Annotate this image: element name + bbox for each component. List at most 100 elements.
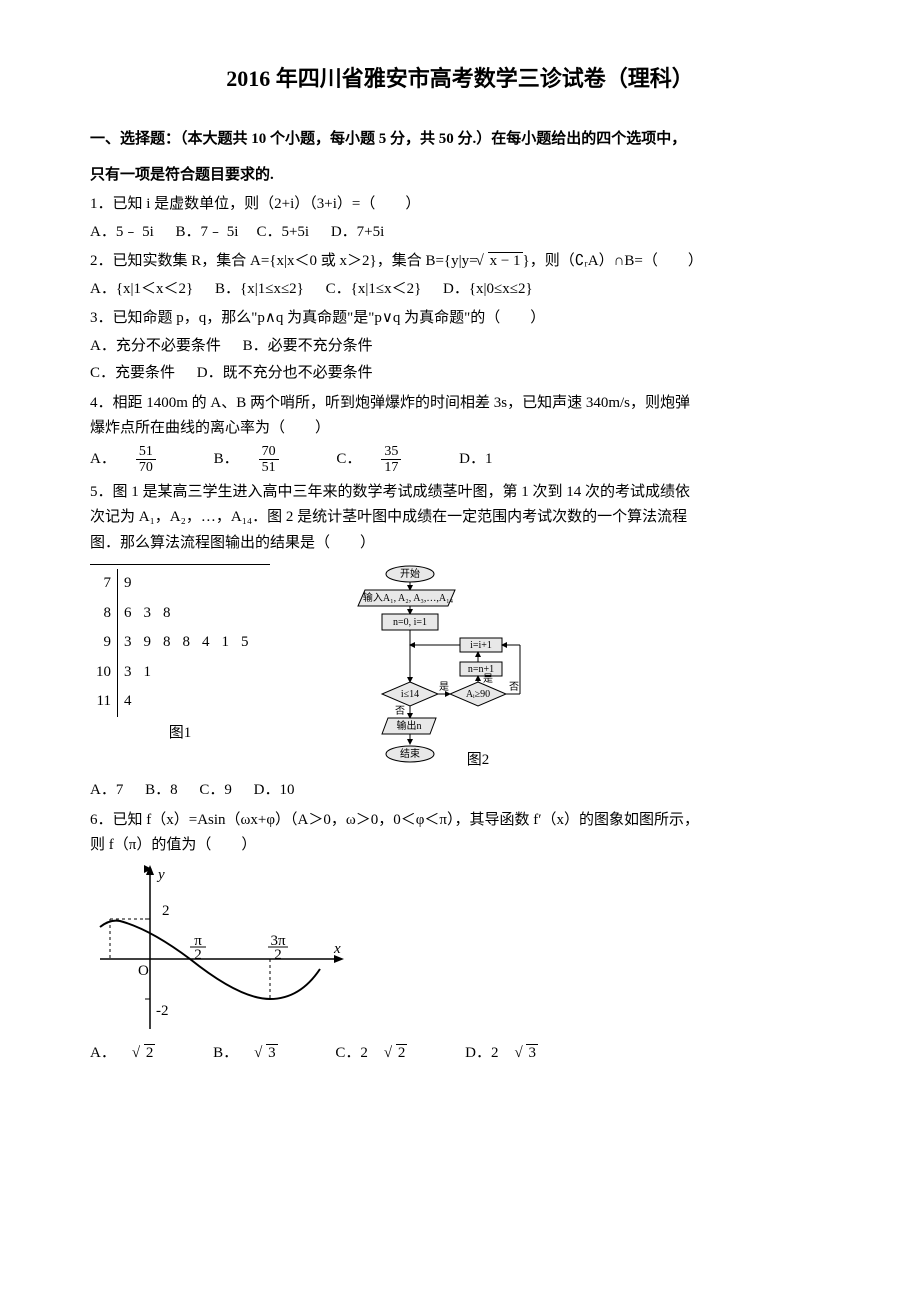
leaf-value: 9: [118, 569, 138, 599]
leaf-value: 8: [157, 599, 177, 629]
sqrt-icon: 3: [516, 1041, 556, 1067]
flow-yes2: 是: [483, 673, 493, 685]
xtick1-den: 2: [194, 947, 202, 963]
question-2-options: A．{x|1＜x＜2} B．{x|1≤x≤2} C．{x|1≤x＜2} D．{x…: [90, 277, 830, 303]
leaf-value: 5: [235, 628, 255, 658]
flow-yes1: 是: [439, 681, 449, 693]
q1-opt-b: B．7﹣ 5i: [176, 224, 239, 240]
question-5-line1: 5．图 1 是某高三学生进入高中三年来的数学考试成绩茎叶图，第 1 次到 14 …: [90, 480, 830, 506]
leaf-value: 4: [196, 628, 216, 658]
q6-a-label: A．: [90, 1045, 116, 1061]
q3-opt-c: C．充要条件: [90, 365, 175, 381]
q4-opt-c: C．3517: [336, 451, 437, 467]
question-6-options: A．2 B．3 C．22 D．23: [90, 1041, 830, 1067]
q4-c-label: C．: [336, 451, 361, 467]
stem-value: 10: [90, 658, 118, 688]
q3-opt-b: B．必要不充分条件: [243, 338, 373, 354]
q2-opt-c: C．{x|1≤x＜2}: [326, 281, 422, 297]
question-3-options-row2: C．充要条件 D．既不充分也不必要条件: [90, 361, 830, 387]
flow-start: 开始: [400, 567, 420, 580]
q6-opt-d: D．23: [465, 1045, 574, 1061]
q4-opt-a: A．5170: [90, 451, 192, 467]
origin-label: O: [138, 963, 149, 979]
flowchart-svg: 开始 输入A₁, A₂, A₃,…,A₁₄ n=0, i=1 i=i+1 n=n…: [310, 564, 540, 774]
svg-text:2: 2: [274, 947, 282, 963]
question-4-line1: 4．相距 1400m 的 A、B 两个哨所，听到炮弹爆炸的时间相差 3s，已知声…: [90, 391, 830, 417]
q4-a-den: 70: [136, 460, 156, 475]
q2-opt-d: D．{x|0≤x≤2}: [443, 281, 533, 297]
leaf-value: 6: [118, 599, 138, 629]
flowchart: 开始 输入A₁, A₂, A₃,…,A₁₄ n=0, i=1 i=i+1 n=n…: [310, 564, 540, 774]
flow-output: 输出n: [397, 719, 422, 732]
q5-opt-b: B．8: [145, 782, 178, 798]
q4-a-num: 51: [136, 444, 156, 460]
fraction-icon: 3517: [381, 444, 419, 476]
flow-input: 输入A₁, A₂, A₃,…,A₁₄: [363, 591, 454, 604]
fig2-caption: 图2: [467, 751, 490, 768]
question-6-line2: 则 f（π）的值为（ ）: [90, 833, 830, 859]
sqrt-icon: 3: [256, 1041, 296, 1067]
question-5-options: A．7 B．8 C．9 D．10: [90, 778, 830, 804]
svg-text:2: 2: [194, 947, 202, 963]
ytick-neg2: -2: [156, 1003, 169, 1019]
question-4-line2: 爆炸点所在曲线的离心率为（ ）: [90, 416, 830, 442]
question-1: 1．已知 i 是虚数单位，则（2+i）（3+i）=（ ）: [90, 192, 830, 218]
leaf-value: 3: [118, 628, 138, 658]
flow-cond2: Aᵢ≥90: [466, 689, 490, 700]
stem-value: 9: [90, 628, 118, 658]
stem-leaf-plot: 798638939884151031114 图1: [90, 564, 270, 746]
flow-end: 结束: [400, 747, 420, 760]
leaf-value: 1: [216, 628, 236, 658]
q1-opt-a: A．5﹣ 5i: [90, 224, 154, 240]
flow-cond1: i≤14: [401, 689, 419, 700]
q2-radicand: x − 1: [488, 252, 523, 269]
fraction-icon: 7051: [259, 444, 297, 476]
q6-d-label: D．2: [465, 1045, 498, 1061]
question-5-line2: 次记为 A₁，A₂，…，A₁₄．图 2 是统计茎叶图中成绩在一定范围内考试次数的…: [90, 505, 830, 531]
sqrt-icon: x − 1: [478, 249, 523, 275]
derivative-graph: y x O 2 -2 π 2 3π 2: [90, 859, 350, 1039]
q1-opt-d: D．7+5i: [331, 224, 384, 240]
stem-leaf-table: 798638939884151031114: [90, 569, 255, 717]
stem-value: 8: [90, 599, 118, 629]
q6-opt-c: C．2 2: [335, 1045, 443, 1061]
flow-no1: 否: [395, 705, 405, 717]
fig1-caption: 图1: [90, 721, 270, 747]
q1-opt-c: C．5+5i: [256, 224, 309, 240]
question-4-options: A．5170 B．7051 C．3517 D．1: [90, 444, 830, 476]
q2-opt-a: A．{x|1＜x＜2}: [90, 281, 193, 297]
q5-opt-a: A．7: [90, 782, 123, 798]
axis-x-label: x: [333, 941, 341, 957]
question-2: 2．已知实数集 R，集合 A={x|x＜0 或 x＞2}，集合 B={y|y=x…: [90, 249, 830, 275]
question-3: 3．已知命题 p，q，那么"p∧q 为真命题"是"p∨q 为真命题"的（ ）: [90, 306, 830, 332]
q4-b-den: 51: [259, 460, 279, 475]
leaf-value: 4: [118, 687, 138, 717]
q4-a-label: A．: [90, 451, 116, 467]
q5-opt-c: C．9: [199, 782, 232, 798]
q3-opt-d: D．既不充分也不必要条件: [197, 365, 373, 381]
leaf-value: 9: [138, 628, 158, 658]
question-5-figures: 798638939884151031114 图1 开始 输入A₁, A₂, A₃…: [90, 564, 830, 774]
q3-opt-a: A．充分不必要条件: [90, 338, 221, 354]
q6-c-label: C．2: [335, 1045, 368, 1061]
leaf-value: 3: [138, 599, 158, 629]
flow-no2: 否: [509, 681, 519, 693]
sqrt-icon: 2: [386, 1041, 426, 1067]
q4-b-label: B．: [214, 451, 239, 467]
q6-b-rad: 3: [266, 1044, 278, 1061]
q4-c-num: 35: [381, 444, 401, 460]
q5-opt-d: D．10: [254, 782, 295, 798]
question-6-line1: 6．已知 f（x）=Asin（ωx+φ）（A＞0，ω＞0，0＜φ＜π），其导函数…: [90, 808, 830, 834]
q6-c-rad: 2: [396, 1044, 408, 1061]
q2-suffix: }，则（∁ᵣA）∩B=（ ）: [523, 253, 703, 269]
leaf-value: 1: [138, 658, 158, 688]
q2-opt-b: B．{x|1≤x≤2}: [215, 281, 304, 297]
ytick-2: 2: [162, 903, 170, 919]
question-1-options: A．5﹣ 5i B．7﹣ 5i C．5+5i D．7+5i: [90, 220, 830, 246]
leaf-value: 8: [157, 628, 177, 658]
q4-opt-b: B．7051: [214, 451, 315, 467]
leaf-value: 8: [177, 628, 197, 658]
flow-init: n=0, i=1: [393, 617, 427, 628]
q4-b-num: 70: [259, 444, 279, 460]
stem-value: 7: [90, 569, 118, 599]
